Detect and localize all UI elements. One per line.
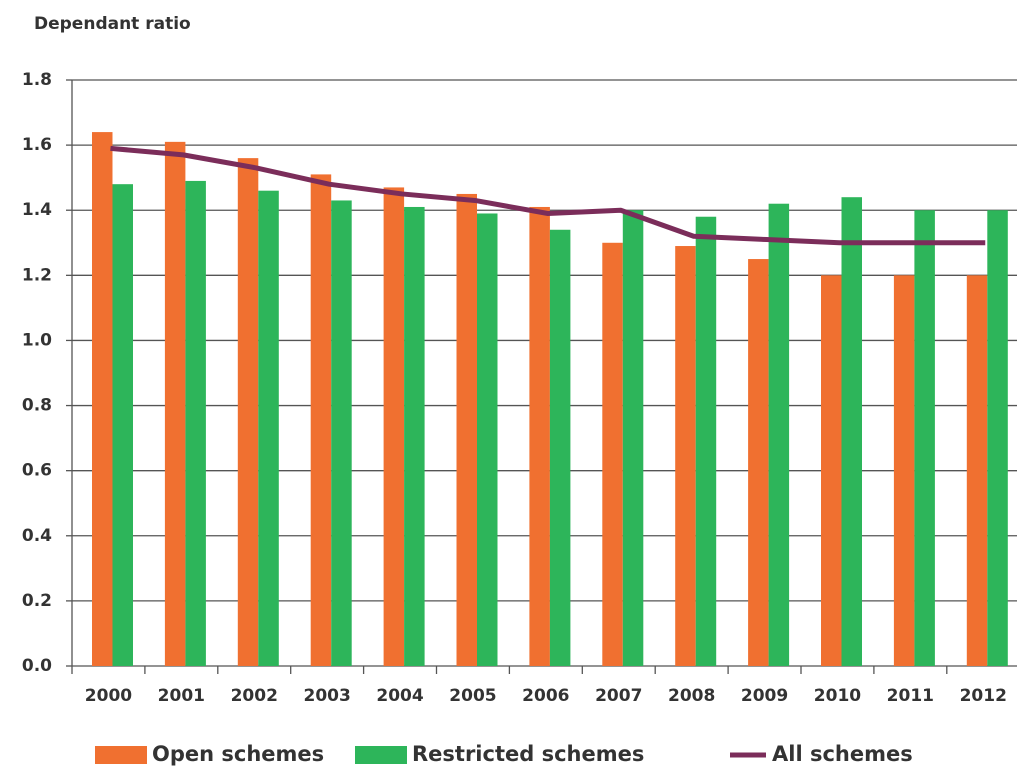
y-tick-label: 1.0: [22, 330, 52, 350]
legend-label: Open schemes: [152, 742, 324, 766]
y-tick-label: 1.4: [22, 200, 52, 220]
x-tick-label: 2007: [595, 686, 642, 706]
bar: [92, 132, 113, 667]
bar: [675, 246, 696, 667]
line: [110, 145, 986, 246]
y-tick-label: 0.4: [22, 526, 52, 546]
bar: [893, 275, 915, 666]
legend-swatch: [355, 746, 407, 764]
bar: [622, 210, 644, 666]
chart-title: Dependant ratio: [34, 14, 191, 34]
bar: [768, 203, 790, 666]
bar: [695, 216, 717, 666]
bar: [331, 200, 352, 666]
bar: [529, 206, 550, 666]
y-tick-label: 0.2: [22, 591, 52, 611]
x-tick-label: 2003: [303, 686, 350, 706]
bar: [258, 190, 279, 666]
x-tick-label: 2004: [376, 686, 423, 706]
legend-swatch: [95, 746, 147, 764]
bar: [748, 259, 769, 666]
x-tick-label: 2002: [231, 686, 278, 706]
bar: [821, 275, 842, 666]
x-tick-label: 2001: [158, 686, 205, 706]
bar: [841, 197, 862, 666]
bar: [477, 213, 498, 666]
x-tick-label: 2000: [85, 686, 132, 706]
legend-label: Restricted schemes: [412, 742, 644, 766]
bar: [404, 206, 425, 666]
x-tick-label: 2011: [887, 686, 934, 706]
y-tick-label: 1.2: [22, 265, 52, 285]
legend-label: All schemes: [772, 742, 913, 766]
y-tick-label: 0.0: [22, 656, 52, 676]
y-tick-label: 0.8: [22, 396, 52, 416]
x-tick-label: 2008: [668, 686, 715, 706]
bar: [549, 229, 571, 666]
bar: [383, 187, 405, 666]
bar: [185, 180, 206, 666]
x-tick-label: 2010: [814, 686, 861, 706]
x-tick-label: 2012: [960, 686, 1007, 706]
bar: [602, 242, 623, 666]
x-tick-label: 2009: [741, 686, 788, 706]
bar: [310, 174, 332, 666]
y-tick-label: 1.6: [22, 135, 52, 155]
bar: [112, 184, 133, 666]
bar: [456, 193, 477, 666]
bar: [237, 158, 259, 666]
bar: [987, 210, 1008, 666]
y-tick-label: 1.8: [22, 70, 52, 90]
bar: [966, 275, 988, 666]
bar: [914, 210, 935, 666]
y-tick-label: 0.6: [22, 461, 52, 481]
bar: [164, 141, 186, 666]
x-tick-label: 2006: [522, 686, 569, 706]
x-tick-label: 2005: [449, 686, 496, 706]
